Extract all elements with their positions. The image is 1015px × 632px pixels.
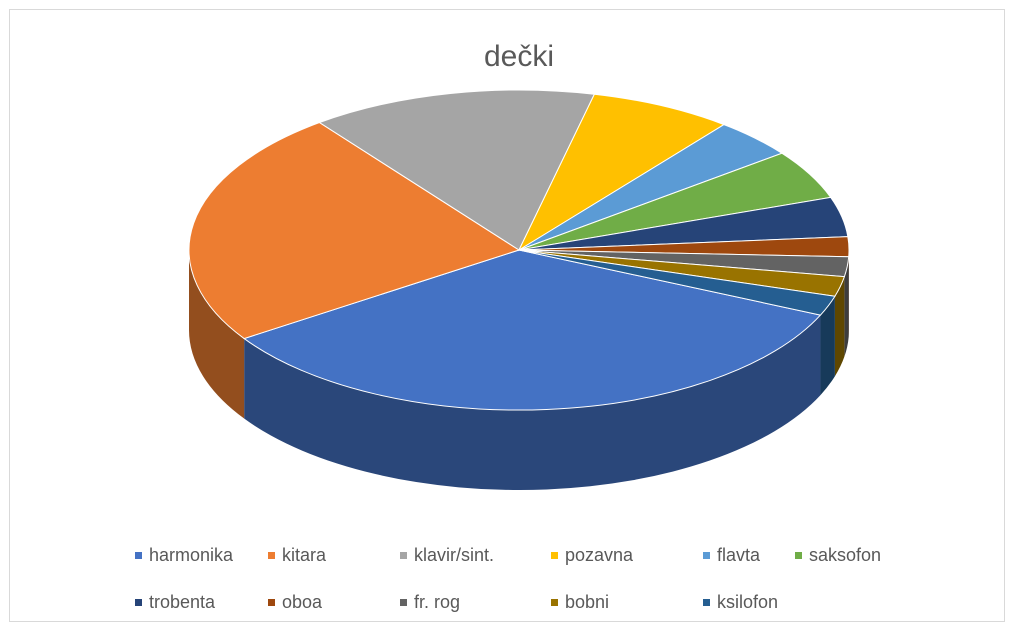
legend-swatch xyxy=(135,599,142,606)
slice xyxy=(188,122,521,340)
legend-label: oboa xyxy=(282,592,323,612)
slice-side xyxy=(820,296,835,396)
legend-swatch xyxy=(400,599,407,606)
legend-swatch xyxy=(268,599,275,606)
legend-swatch xyxy=(703,552,710,559)
slice-side xyxy=(244,315,821,490)
legend-swatch xyxy=(400,552,407,559)
legend-label: ksilofon xyxy=(717,592,778,612)
slice xyxy=(518,249,836,316)
legend-label: pozavna xyxy=(565,545,634,565)
legend-label: fr. rog xyxy=(414,592,460,612)
legend-label: saksofon xyxy=(809,545,881,565)
slice xyxy=(517,93,726,252)
legend-label: trobenta xyxy=(149,592,216,612)
slice-side xyxy=(844,256,849,357)
legend-label: klavir/sint. xyxy=(414,545,494,565)
legend-label: bobni xyxy=(565,592,609,612)
slice-side xyxy=(834,276,845,377)
legend-swatch xyxy=(795,552,802,559)
legend-swatch xyxy=(551,599,558,606)
legend-label: kitara xyxy=(282,545,327,565)
chart-title: dečki xyxy=(484,40,554,73)
legend-swatch xyxy=(703,599,710,606)
legend-swatch xyxy=(135,552,142,559)
legend-label: harmonika xyxy=(149,545,234,565)
legend-label: flavta xyxy=(717,545,761,565)
slice-side xyxy=(189,250,245,419)
slice xyxy=(318,89,596,251)
legend-swatch xyxy=(551,552,558,559)
legend-swatch xyxy=(268,552,275,559)
slice xyxy=(243,249,822,411)
